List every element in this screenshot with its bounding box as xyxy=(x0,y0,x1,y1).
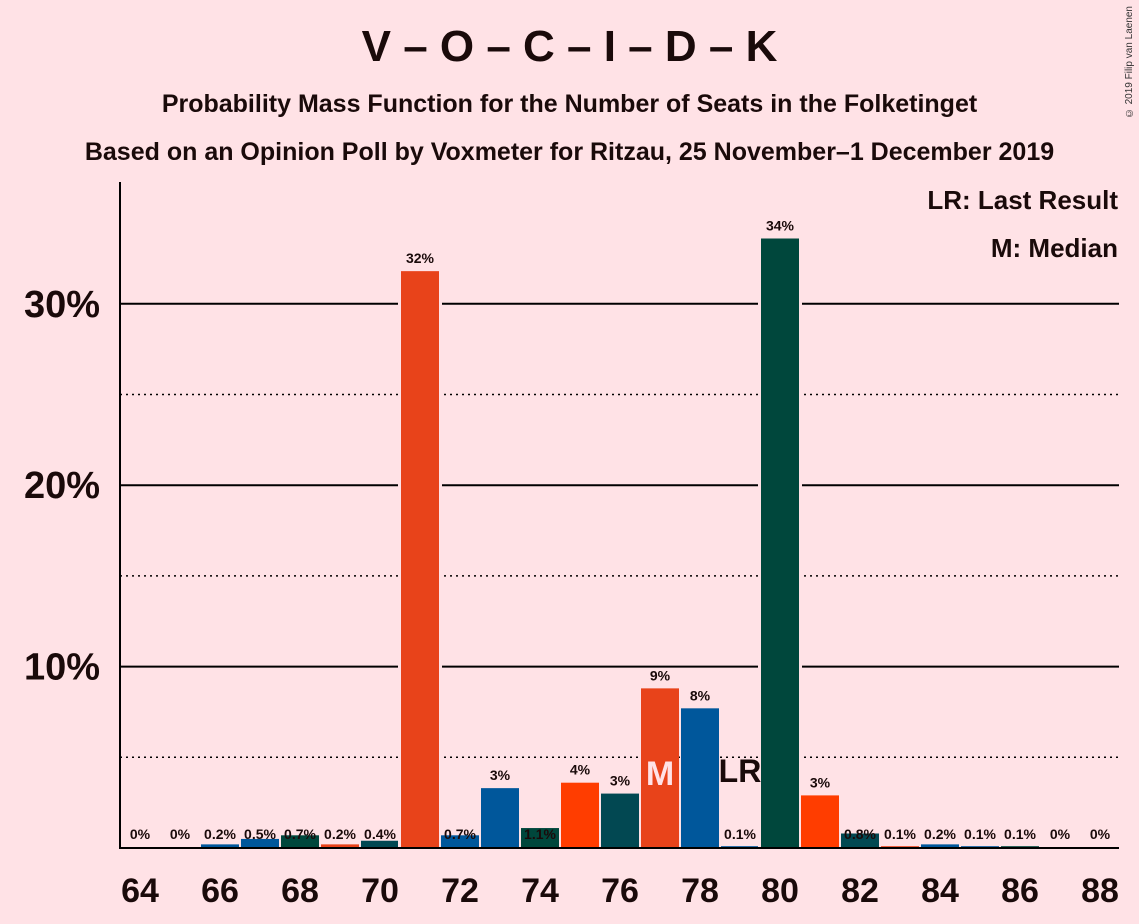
axes: 10% 20% 30% 64 66 68 70 72 74 76 78 80 82 84 86 88 xyxy=(24,182,1119,910)
bar-value-label: 3% xyxy=(490,767,511,783)
bar-value-label: 0.7% xyxy=(444,826,476,842)
x-tick-label: 88 xyxy=(1081,872,1119,910)
bar-value-label: 3% xyxy=(610,773,631,789)
x-tick-label: 84 xyxy=(921,872,959,910)
y-tick-label: 10% xyxy=(24,647,100,689)
y-tick-label: 30% xyxy=(24,284,100,326)
legend-median: M: Median xyxy=(991,233,1118,263)
bar xyxy=(361,840,399,848)
bar-value-label: 1.1% xyxy=(524,826,556,842)
bar-value-label: 0.8% xyxy=(844,826,876,842)
bar xyxy=(321,844,359,848)
chart-subtitle: Probability Mass Function for the Number… xyxy=(161,90,978,118)
last-result-marker: LR xyxy=(719,753,762,789)
x-tick-label: 80 xyxy=(761,872,799,910)
bar-value-label: 0.7% xyxy=(284,826,316,842)
chart-subtitle-source: Based on an Opinion Poll by Voxmeter for… xyxy=(84,138,1055,166)
bar xyxy=(801,795,839,848)
x-tick-label: 70 xyxy=(361,872,399,910)
bar-value-label: 4% xyxy=(570,762,591,778)
bar xyxy=(921,844,959,848)
bar-value-label: 0.5% xyxy=(244,826,276,842)
x-tick-label: 78 xyxy=(681,872,719,910)
x-tick-label: 76 xyxy=(601,872,639,910)
bar-value-label: 8% xyxy=(690,687,711,703)
bar xyxy=(681,708,719,848)
x-tick-label: 72 xyxy=(441,872,479,910)
gridlines xyxy=(120,302,1119,759)
bar xyxy=(481,788,519,848)
median-marker: M xyxy=(646,755,674,793)
bar xyxy=(281,835,319,848)
bar-value-label: 32% xyxy=(406,250,435,266)
bar-value-label: 0.1% xyxy=(964,826,996,842)
bar-value-label: 0% xyxy=(1090,826,1111,842)
bar-value-label: 34% xyxy=(766,217,795,233)
bar-value-label: 0.1% xyxy=(724,826,756,842)
bar xyxy=(561,782,599,848)
x-tick-label: 68 xyxy=(281,872,319,910)
bar-value-label: 0.4% xyxy=(364,826,396,842)
bar xyxy=(241,838,279,848)
bar xyxy=(441,835,479,848)
bar xyxy=(401,271,439,848)
x-tick-label: 74 xyxy=(521,872,559,910)
chart-title: V – O – C – I – D – K xyxy=(361,22,778,71)
bar xyxy=(521,828,559,848)
bar-value-label: 0% xyxy=(130,826,151,842)
bar xyxy=(201,844,239,848)
bar xyxy=(641,688,679,848)
bar-value-label: 0.2% xyxy=(204,826,236,842)
bar xyxy=(841,833,879,848)
y-tick-label: 20% xyxy=(24,465,100,507)
x-tick-label: 86 xyxy=(1001,872,1039,910)
bar xyxy=(601,793,639,848)
bar xyxy=(761,238,799,849)
x-tick-label: 64 xyxy=(121,872,159,910)
bar-labels: 0% 0% 0.2% 0.5% 0.7% 0.2% 0.4% 32% 0.7% 3% 1.1% 4% 3… xyxy=(130,217,1111,842)
bar-value-label: 0.1% xyxy=(884,826,916,842)
bars xyxy=(201,234,1039,849)
legend-last-result: LR: Last Result xyxy=(927,185,1118,215)
bar-value-label: 3% xyxy=(810,774,831,790)
bar-value-label: 0.1% xyxy=(1004,826,1036,842)
bar-value-label: 9% xyxy=(650,667,671,683)
bar-value-label: 0% xyxy=(170,826,191,842)
x-tick-label: 66 xyxy=(201,872,239,910)
x-tick-label: 82 xyxy=(841,872,879,910)
bar-value-label: 0% xyxy=(1050,826,1071,842)
bar-value-label: 0.2% xyxy=(324,826,356,842)
bar-value-label: 0.2% xyxy=(924,826,956,842)
